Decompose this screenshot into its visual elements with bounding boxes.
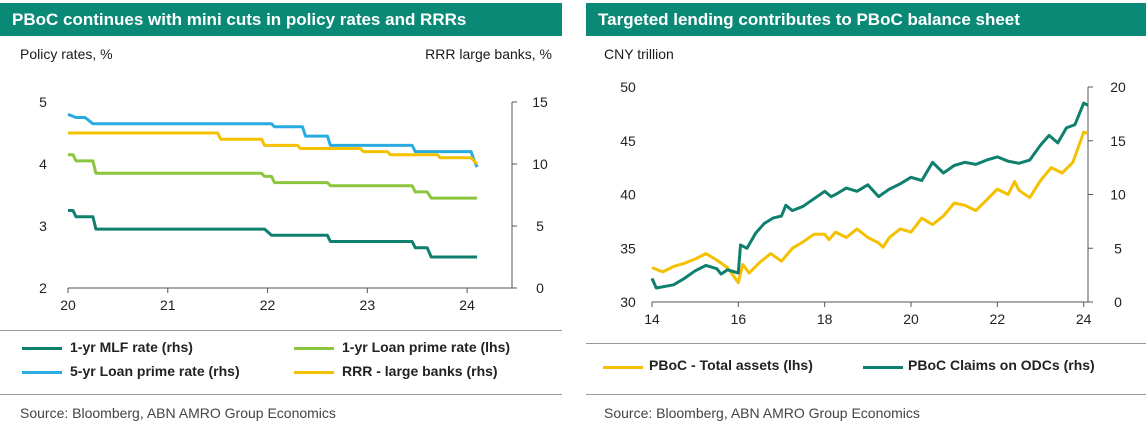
legend-swatch — [294, 347, 334, 350]
x-tick-label: 24 — [459, 297, 475, 313]
y-tick-label: 2 — [39, 280, 47, 296]
y2-tick-label: 5 — [536, 218, 544, 234]
y2-tick-label: 0 — [536, 280, 544, 296]
x-tick-label: 22 — [260, 297, 276, 313]
y2-tick-label: 15 — [532, 94, 548, 110]
y-tick-label: 5 — [39, 94, 47, 110]
x-tick-label: 16 — [731, 311, 747, 327]
legend-swatch — [294, 371, 334, 374]
legend-item: RRR - large banks (rhs) — [342, 363, 498, 379]
y2-tick-label: 0 — [1114, 294, 1122, 310]
balance-sheet-chart: 14 16 18 20 22 24 30 35 40 45 50 0 5 10 15 20 — [620, 79, 1126, 327]
legend-swatch — [603, 366, 643, 369]
x-tick-label: 14 — [644, 311, 660, 327]
x-tick-label: 21 — [160, 297, 176, 313]
series-line — [67, 113, 479, 168]
left-chart-title: PBoC continues with mini cuts in policy … — [0, 3, 562, 36]
left-axis-unit: Policy rates, % — [20, 46, 113, 62]
series-line — [650, 101, 1089, 290]
y-tick-label: 50 — [620, 79, 636, 95]
y-tick-label: 45 — [620, 133, 636, 149]
legend-divider — [0, 330, 562, 331]
y-tick-label: 40 — [620, 187, 636, 203]
legend-item: PBoC Claims on ODCs (rhs) — [908, 357, 1095, 373]
y2-tick-label: 15 — [1110, 133, 1126, 149]
legend-divider — [586, 343, 1146, 344]
source-note: Source: Bloomberg, ABN AMRO Group Econom… — [604, 405, 920, 421]
x-tick-label: 24 — [1076, 311, 1092, 327]
x-tick-label: 22 — [990, 311, 1006, 327]
x-tick-label: 20 — [60, 297, 76, 313]
x-tick-label: 18 — [817, 311, 833, 327]
source-note: Source: Bloomberg, ABN AMRO Group Econom… — [20, 405, 336, 421]
legend-item: 5-yr Loan prime rate (rhs) — [70, 363, 240, 379]
series-line — [68, 131, 479, 166]
y-tick-label: 3 — [39, 218, 47, 234]
y-tick-label: 4 — [39, 156, 47, 172]
y-tick-label: 30 — [620, 294, 636, 310]
series-line — [651, 130, 1089, 285]
source-divider — [0, 394, 562, 395]
legend-swatch — [863, 366, 903, 369]
right-chart-title: Targeted lending contributes to PBoC bal… — [586, 3, 1146, 36]
legend-swatch — [22, 371, 62, 374]
y2-tick-label: 10 — [1110, 187, 1126, 203]
legend-item: PBoC - Total assets (lhs) — [649, 357, 813, 373]
y2-tick-label: 20 — [1110, 79, 1126, 95]
y-tick-label: 35 — [620, 240, 636, 256]
series-line — [68, 209, 478, 259]
series-line — [68, 153, 478, 200]
legend-item: 1-yr MLF rate (rhs) — [70, 339, 193, 355]
x-tick-label: 23 — [360, 297, 376, 313]
right-chart-panel: Targeted lending contributes to PBoC bal… — [586, 0, 1146, 429]
left-axis-unit: CNY trillion — [604, 46, 674, 62]
right-axis-unit: RRR large banks, % — [425, 46, 552, 62]
x-tick-label: 20 — [903, 311, 919, 327]
legend-item: 1-yr Loan prime rate (lhs) — [342, 339, 511, 355]
left-chart-panel: PBoC continues with mini cuts in policy … — [0, 0, 562, 429]
source-divider — [586, 394, 1146, 395]
legend-swatch — [22, 347, 62, 350]
y2-tick-label: 10 — [532, 156, 548, 172]
y2-tick-label: 5 — [1114, 240, 1122, 256]
